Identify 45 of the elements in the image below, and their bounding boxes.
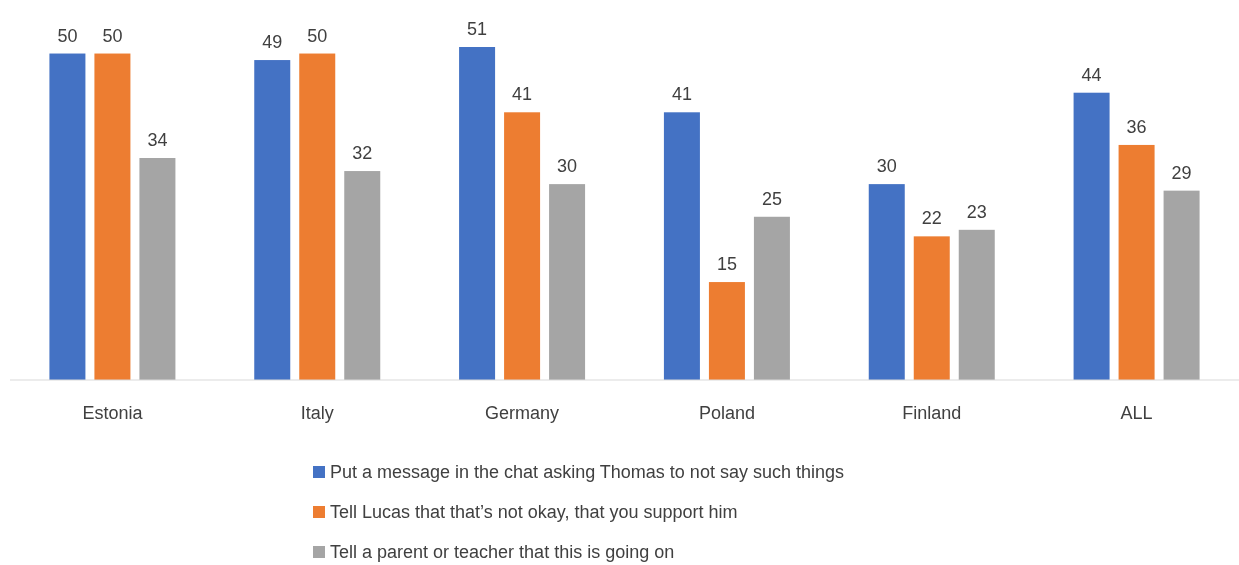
data-label: 50 [102,25,123,46]
bar [459,47,496,380]
data-label: 44 [1081,64,1102,85]
bar [1073,92,1110,380]
data-label: 41 [671,84,692,105]
data-label: 25 [761,188,782,209]
data-label: 36 [1126,116,1147,137]
bar [663,112,700,380]
data-label: 30 [557,156,578,177]
data-label: 34 [147,130,168,150]
x-tick-label: ALL [1120,403,1153,423]
data-label: 50 [307,25,328,46]
bar [1118,144,1155,380]
legend-label: Tell a parent or teacher that this is going on [330,542,675,562]
data-label: 51 [467,19,488,39]
bar [299,53,336,380]
data-label: 15 [716,254,737,275]
bar [139,158,176,380]
data-label: 49 [262,32,283,53]
bar [1163,190,1200,380]
bar [913,236,950,380]
x-tick-label: Estonia [82,403,144,423]
data-label: 41 [512,84,533,105]
bar [753,216,790,380]
bar [958,229,995,380]
data-label: 23 [966,201,987,222]
bar [868,184,905,380]
x-tick-label: Italy [300,403,334,423]
legend-label: Tell Lucas that that’s not okay, that you support him [330,502,738,522]
bar [504,112,541,380]
x-tick-label: Finland [902,403,962,423]
data-label: 50 [57,25,78,46]
x-tick-label: Germany [485,403,560,423]
legend-label: Put a message in the chat asking Thomas to not say such things [330,462,844,482]
bar [708,282,745,380]
data-label: 32 [352,143,373,164]
data-label: 22 [921,208,942,229]
data-label: 30 [876,156,897,177]
bar [94,53,131,380]
data-label: 29 [1171,162,1192,183]
bar [549,184,586,380]
bar [49,53,86,380]
x-tick-label: Poland [698,403,755,423]
bar [254,60,291,380]
bar [344,171,381,380]
